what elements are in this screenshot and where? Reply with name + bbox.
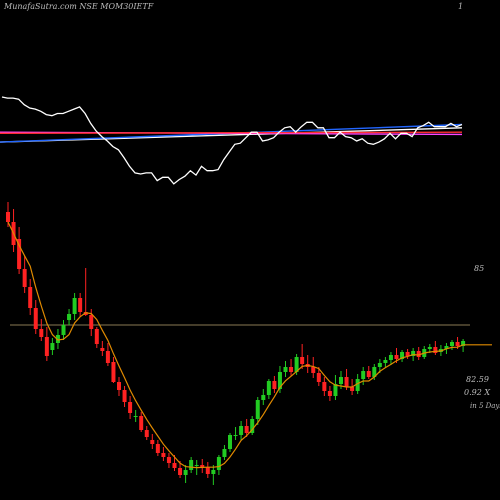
candle-body — [355, 379, 360, 391]
indicator-label: 1 — [458, 2, 464, 11]
candle-body — [250, 419, 255, 433]
indicator-line-4 — [0, 131, 463, 135]
candle-body — [255, 400, 260, 419]
candle-body — [67, 314, 72, 320]
candle-body — [228, 435, 232, 449]
candle-body — [339, 377, 343, 384]
candle-body — [455, 342, 460, 346]
candle-body — [388, 355, 393, 360]
candle-body — [6, 212, 10, 222]
change-label: 0.92 X — [464, 388, 490, 397]
candle-body — [433, 347, 438, 353]
candle-body — [155, 444, 160, 453]
candle-body — [244, 426, 249, 433]
candle-body — [133, 416, 138, 417]
candle-body — [277, 372, 282, 389]
candle-body — [94, 329, 99, 344]
candle-body — [322, 382, 327, 391]
candle-body — [122, 390, 127, 402]
candle-body — [55, 335, 60, 343]
candle-body — [350, 387, 355, 391]
candle-body — [427, 347, 432, 349]
candle-body — [450, 342, 454, 346]
candle-body — [150, 440, 155, 444]
candle-body — [178, 468, 183, 475]
candle-body — [372, 367, 377, 377]
candle-body — [117, 382, 121, 390]
candle-body — [316, 373, 321, 382]
candle-body — [194, 465, 199, 466]
chart-header: MunafaSutra.com NSE MOM30IETF — [4, 2, 154, 11]
candle-body — [50, 343, 55, 350]
candle-body — [100, 348, 105, 351]
candle-body — [216, 457, 221, 470]
candle-body — [22, 269, 27, 287]
candle-body — [205, 467, 210, 474]
candle-body — [78, 298, 83, 312]
candle-body — [283, 367, 288, 372]
indicator-series — [1, 96, 463, 185]
candle-body — [172, 463, 177, 468]
candle-body — [105, 351, 110, 363]
candle-body — [239, 426, 244, 435]
candle-body — [189, 460, 194, 470]
candle-body — [377, 363, 382, 367]
candle-body — [222, 449, 227, 457]
candle-body — [28, 287, 33, 308]
price-label: 82.59 — [466, 375, 489, 384]
candle-body — [333, 384, 338, 396]
candle-body — [211, 470, 216, 474]
candle-body — [33, 308, 38, 329]
candle-body — [44, 337, 49, 356]
candle-body — [17, 239, 22, 269]
candle-body — [144, 430, 149, 437]
candle-body — [394, 355, 399, 359]
candle-body — [366, 371, 371, 377]
days-label: in 5 Days — [470, 402, 500, 410]
candle-body — [183, 470, 188, 475]
candle-body — [405, 352, 410, 356]
candle-body — [327, 391, 332, 396]
candle-body — [128, 402, 133, 413]
candle-body — [39, 329, 44, 337]
candle-body — [111, 362, 116, 382]
candle-body — [266, 381, 271, 395]
candle-body — [289, 367, 294, 372]
candle-body — [89, 315, 94, 329]
candle-body — [300, 357, 305, 364]
candle-body — [200, 465, 205, 467]
candle-body — [361, 371, 366, 379]
candle-body — [444, 346, 449, 349]
candle-body — [261, 395, 266, 400]
candle-body — [161, 453, 166, 457]
candle-body — [294, 357, 299, 372]
candle-body — [72, 298, 77, 314]
candle-body — [166, 457, 171, 463]
candle-body — [416, 351, 421, 357]
candle-body — [233, 435, 238, 436]
candle-body — [400, 352, 405, 359]
candle-body — [344, 377, 349, 387]
candle-body — [139, 416, 144, 430]
level-label: 85 — [474, 264, 485, 273]
change-value: 0.92 — [464, 388, 482, 397]
candle-body — [461, 341, 466, 346]
change-symbol: X — [484, 388, 491, 397]
moving-average-line — [7, 221, 492, 469]
candle-body — [411, 351, 416, 356]
candle-body — [272, 381, 277, 389]
candle-body — [311, 367, 316, 373]
candle-body — [383, 360, 388, 363]
candle-body — [61, 325, 66, 335]
